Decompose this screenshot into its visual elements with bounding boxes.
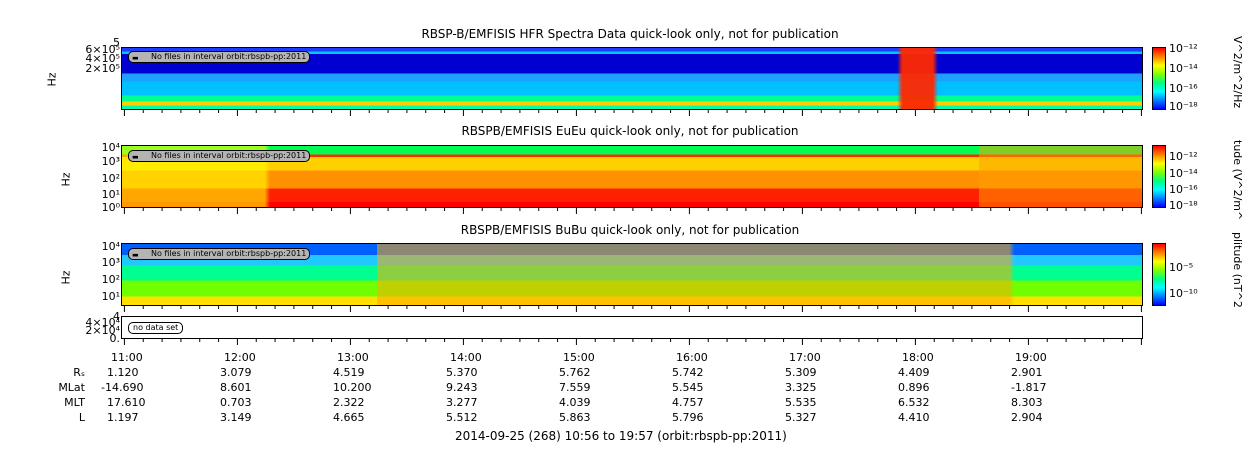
- colorbar-hfr-tick: 10⁻¹⁴: [1169, 62, 1198, 75]
- colorbar-bubu: [1152, 243, 1166, 306]
- ephemeris-value: -14.690: [101, 381, 144, 394]
- ephemeris-value: 3.325: [785, 381, 817, 394]
- time-label: 14:00: [450, 351, 482, 364]
- colorbar-bubu-tick: 10⁻⁵: [1169, 261, 1194, 274]
- ephemeris-value: 5.535: [785, 396, 817, 409]
- ephemeris-value: 3.149: [220, 411, 252, 424]
- colorbar-eueu-tick: 10⁻¹⁶: [1169, 183, 1198, 196]
- panel-1-ytick-top: 5: [113, 36, 120, 49]
- ephemeris-value: 5.512: [446, 411, 478, 424]
- colorbar-eueu-tick: 10⁻¹⁸: [1169, 199, 1198, 212]
- ephemeris-value: 17.610: [107, 396, 146, 409]
- panel-2-ytick: 10⁴: [101, 141, 120, 154]
- ephemeris-value: 10.200: [333, 381, 372, 394]
- panel-1-ytick: 4×10⁵: [85, 52, 120, 65]
- ephemeris-value: 5.309: [785, 366, 817, 379]
- ephemeris-value: 4.410: [898, 411, 930, 424]
- time-label: 17:00: [789, 351, 821, 364]
- ephemeris-value: 5.796: [672, 411, 704, 424]
- ephemeris-value: 1.197: [107, 411, 139, 424]
- ephemeris-value: 3.277: [446, 396, 478, 409]
- colorbar-hfr: [1152, 47, 1166, 110]
- ephemeris-value: 6.532: [898, 396, 930, 409]
- ephemeris-value: 2.322: [333, 396, 365, 409]
- time-label: 15:00: [563, 351, 595, 364]
- spectrogram-bubu[interactable]: ▬ No files in interval orbit:rbspb-pp:201…: [121, 243, 1143, 306]
- colorbar-eueu-label: tude (V^2/m^: [1231, 140, 1244, 221]
- panel-4-ytick: 4×10⁴: [85, 316, 120, 329]
- ephemeris-value: 5.742: [672, 366, 704, 379]
- ephemeris-value: 8.303: [1011, 396, 1043, 409]
- panel-2-title: RBSPB/EMFISIS EuEu quick-look only, not …: [461, 124, 799, 138]
- ephemeris-value: 4.409: [898, 366, 930, 379]
- colorbar-hfr-tick: 10⁻¹⁸: [1169, 100, 1198, 113]
- ephemeris-value: 2.901: [1011, 366, 1043, 379]
- ephemeris-value: 4.665: [333, 411, 365, 424]
- ephemeris-value: 5.327: [785, 411, 817, 424]
- spectrogram-hfr[interactable]: ▬ No files in interval orbit:rbspb-pp:201…: [121, 47, 1143, 110]
- panel-3-ytick: 10¹: [101, 290, 120, 303]
- panel-1-ytick: 2×10⁵: [85, 62, 120, 75]
- time-label: 19:00: [1015, 351, 1047, 364]
- ephemeris-value: 4.519: [333, 366, 365, 379]
- ephemeris-label: MLT: [64, 396, 85, 409]
- colorbar-eueu: [1152, 145, 1166, 208]
- ephemeris-value: 5.863: [559, 411, 591, 424]
- colorbar-eueu-tick: 10⁻¹⁴: [1169, 167, 1198, 180]
- ephemeris-value: 4.757: [672, 396, 704, 409]
- ephemeris-value: 5.762: [559, 366, 591, 379]
- ephemeris-value: -1.817: [1011, 381, 1047, 394]
- ephemeris-value: 9.243: [446, 381, 478, 394]
- ephemeris-value: 5.370: [446, 366, 478, 379]
- colorbar-bubu-label: plitude (nT^2: [1231, 232, 1244, 308]
- panel-4-ytick-top: 4: [113, 310, 120, 323]
- panel-3-ytick: 10⁴: [101, 240, 120, 253]
- colorbar-hfr-tick: 10⁻¹⁶: [1169, 82, 1198, 95]
- panel-2-ytick: 10³: [101, 155, 120, 168]
- panel-3-ytick: 10³: [101, 256, 120, 269]
- panel-3-ylabel: Hz: [59, 270, 73, 285]
- colorbar-hfr-tick: 10⁻¹²: [1169, 42, 1198, 55]
- colorbar-eueu-tick: 10⁻¹²: [1169, 150, 1198, 163]
- line-plot-empty[interactable]: no data set: [121, 316, 1143, 339]
- ephemeris-value: 3.079: [220, 366, 252, 379]
- panel-4-ytick: 0.: [109, 332, 121, 345]
- panel-1-title: RBSP-B/EMFISIS HFR Spectra Data quick-lo…: [421, 27, 839, 41]
- ephemeris-value: 0.703: [220, 396, 252, 409]
- ephemeris-label: Rₛ: [73, 366, 85, 379]
- x-axis-ticks: [123, 110, 1142, 345]
- time-label: 12:00: [224, 351, 256, 364]
- ephemeris-label: MLat: [58, 381, 85, 394]
- ephemeris-value: 4.039: [559, 396, 591, 409]
- colorbar-bubu-tick: 10⁻¹⁰: [1169, 287, 1198, 300]
- panel-2-ytick: 10⁰: [101, 201, 120, 214]
- panel-2-ytick: 10¹: [101, 188, 120, 201]
- panel-1-ylabel: Hz: [45, 72, 59, 87]
- no-files-note: ▬ No files in interval orbit:rbspb-pp:201…: [128, 248, 311, 260]
- ephemeris-label: L: [78, 411, 85, 424]
- no-data-set-note: no data set: [128, 322, 184, 334]
- colorbar-hfr-label: V^2/m^2/Hz: [1231, 36, 1244, 109]
- ephemeris-value: 5.545: [672, 381, 704, 394]
- panel-4-ytick: 2×10⁴: [85, 324, 120, 337]
- time-label: 13:00: [337, 351, 369, 364]
- time-label: 18:00: [902, 351, 934, 364]
- ephemeris-value: 0.896: [898, 381, 930, 394]
- ephemeris-value: 8.601: [220, 381, 252, 394]
- ephemeris-value: 7.559: [559, 381, 591, 394]
- panel-2-ytick: 10²: [101, 172, 120, 185]
- panel-3-ytick: 10²: [101, 273, 120, 286]
- time-label: 16:00: [676, 351, 708, 364]
- panel-2-ylabel: Hz: [59, 172, 73, 187]
- no-files-note: ▬ No files in interval orbit:rbspb-pp:201…: [128, 51, 311, 63]
- time-label: 11:00: [111, 351, 143, 364]
- spectrogram-eueu[interactable]: ▬ No files in interval orbit:rbspb-pp:201…: [121, 145, 1143, 208]
- no-files-note: ▬ No files in interval orbit:rbspb-pp:201…: [128, 150, 311, 162]
- panel-1-ytick: 6×10⁵: [85, 43, 120, 56]
- ephemeris-value: 1.120: [107, 366, 139, 379]
- footer-time-range: 2014-09-25 (268) 10:56 to 19:57 (orbit:r…: [455, 429, 787, 443]
- ephemeris-value: 2.904: [1011, 411, 1043, 424]
- panel-3-title: RBSPB/EMFISIS BuBu quick-look only, not …: [460, 223, 800, 237]
